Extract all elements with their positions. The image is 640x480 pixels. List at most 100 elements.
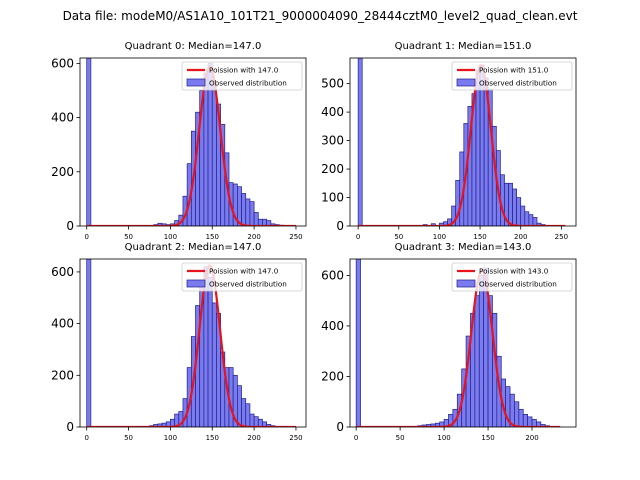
y-tick-label: 600 [51, 265, 74, 279]
histogram-bar [249, 413, 255, 427]
histogram-bar [475, 70, 481, 226]
legend-box [181, 61, 303, 91]
x-tick-label: 150 [481, 434, 494, 442]
y-tick-label: 0 [336, 219, 344, 233]
x-tick-label: 150 [206, 434, 219, 442]
quadrant-3-panel: 0 50 100 150 200 0 200 400 600 Quadrant 3: Median… [321, 242, 577, 442]
histogram-bar [514, 401, 520, 427]
x-tick-label: 200 [525, 434, 538, 442]
x-tick-label: 50 [124, 434, 133, 442]
histogram-bar [249, 201, 255, 226]
y-tick-label: 500 [321, 77, 344, 91]
quadrant-0-title: Quadrant 0: Median=147.0 [125, 41, 262, 52]
legend-entry-poisson: Poission with 147.0 [209, 267, 279, 276]
axes-frame [79, 57, 307, 227]
quadrant-3-title: Quadrant 3: Median=143.0 [395, 242, 532, 253]
x-tick-label: 100 [164, 434, 177, 442]
quadrant-2-panel: 0 50 100 150 200 250 0 200 400 600 Quadrant 2: Med… [51, 242, 307, 442]
poisson-curve [86, 264, 296, 427]
y-tick-label: 0 [336, 420, 344, 434]
quadrant-0-panel: 0 50 100 150 200 250 0 200 400 600 Quadrant 0: Med… [51, 41, 307, 241]
axes-frame [349, 57, 577, 227]
histogram-bar [528, 214, 534, 226]
x-tick-label: 100 [437, 434, 450, 442]
x-tick-label: 50 [394, 233, 403, 241]
histogram-bar [237, 385, 242, 427]
histogram-bar [211, 302, 217, 427]
legend-box [451, 61, 573, 91]
y-tick-label: 400 [321, 105, 344, 119]
y-tick-label: 200 [51, 368, 74, 382]
histogram-bar [518, 408, 524, 427]
poisson-curve [358, 63, 566, 226]
legend-entry-observed: Observed distribution [479, 79, 557, 88]
histogram-bar [532, 217, 538, 226]
y-tick-label: 0 [66, 219, 74, 233]
y-tick-label: 600 [321, 268, 344, 282]
histogram-bar [245, 403, 251, 427]
quadrant-1-title: Quadrant 1: Median=151.0 [395, 41, 532, 52]
legend-bar-swatch [186, 78, 206, 87]
y-tick-label: 200 [321, 162, 344, 176]
x-tick-label: 0 [84, 233, 88, 241]
x-tick-label: 50 [396, 434, 405, 442]
legend: Poission with 151.0 Observed distribution [451, 61, 573, 91]
legend-entry-poisson: Poission with 147.0 [209, 66, 279, 75]
subplot-grid: 0 50 100 150 200 250 0 200 400 600 Quadrant 0: Med… [51, 41, 577, 442]
x-tick-label: 100 [164, 233, 177, 241]
x-tick-label: 200 [514, 233, 527, 241]
histogram-bar [522, 414, 528, 427]
quadrant-2-title: Quadrant 2: Median=147.0 [125, 242, 262, 253]
y-tick-label: 200 [321, 369, 344, 383]
x-tick-label: 50 [124, 233, 133, 241]
histogram-bar [531, 419, 537, 427]
histogram-bar [512, 188, 518, 226]
histogram-bar [527, 416, 533, 427]
x-tick-label: 250 [289, 434, 302, 442]
x-tick-label: 0 [84, 434, 88, 442]
legend: Poission with 147.0 Observed distribution [181, 61, 303, 91]
legend-entry-poisson: Poission with 143.0 [479, 267, 549, 276]
y-tick-label: 200 [51, 165, 74, 179]
legend-bar-swatch [456, 279, 476, 288]
y-tick-label: 0 [66, 420, 74, 434]
histogram-bar [478, 275, 485, 427]
legend-entry-observed: Observed distribution [209, 79, 287, 88]
x-tick-label: 200 [247, 233, 260, 241]
legend-entry-observed: Observed distribution [209, 280, 287, 289]
x-tick-label: 250 [555, 233, 568, 241]
histogram-bar [474, 295, 480, 427]
axes-frame [79, 258, 307, 428]
legend-box [451, 262, 573, 292]
histogram-bar [245, 198, 251, 226]
quadrant-1-panel: 0 50 100 150 200 250 0 100 200 300 400 500 Quadrant … [321, 41, 577, 241]
x-tick-label: 150 [473, 233, 486, 241]
histogram-bar [516, 197, 522, 226]
histogram-bar [253, 212, 259, 226]
histogram-bar [203, 72, 209, 226]
histogram-bar [257, 418, 263, 427]
y-tick-label: 400 [51, 111, 74, 125]
legend: Poission with 147.0 Observed distribution [181, 262, 303, 292]
poisson-curve [86, 65, 296, 226]
histogram-bar [241, 193, 247, 226]
histogram-bar [520, 205, 526, 226]
histogram-bar [241, 398, 247, 427]
histogram-bar [86, 259, 92, 427]
x-tick-label: 250 [289, 233, 302, 241]
histogram-bar [355, 259, 361, 427]
x-tick-label: 200 [247, 434, 260, 442]
histogram-bar [207, 276, 213, 427]
legend-bar-swatch [456, 78, 476, 87]
y-tick-label: 100 [321, 191, 344, 205]
axes-frame [349, 258, 577, 428]
histogram-bar [86, 58, 92, 226]
histogram-bar [524, 211, 530, 226]
x-tick-label: 0 [356, 233, 360, 241]
histogram-bar [357, 58, 363, 226]
x-tick-label: 0 [354, 434, 358, 442]
figure-suptitle: Data file: modeM0/AS1A10_101T21_90000040… [63, 9, 578, 23]
histogram-bar [211, 83, 217, 226]
x-tick-label: 100 [433, 233, 446, 241]
y-tick-label: 600 [51, 56, 74, 70]
